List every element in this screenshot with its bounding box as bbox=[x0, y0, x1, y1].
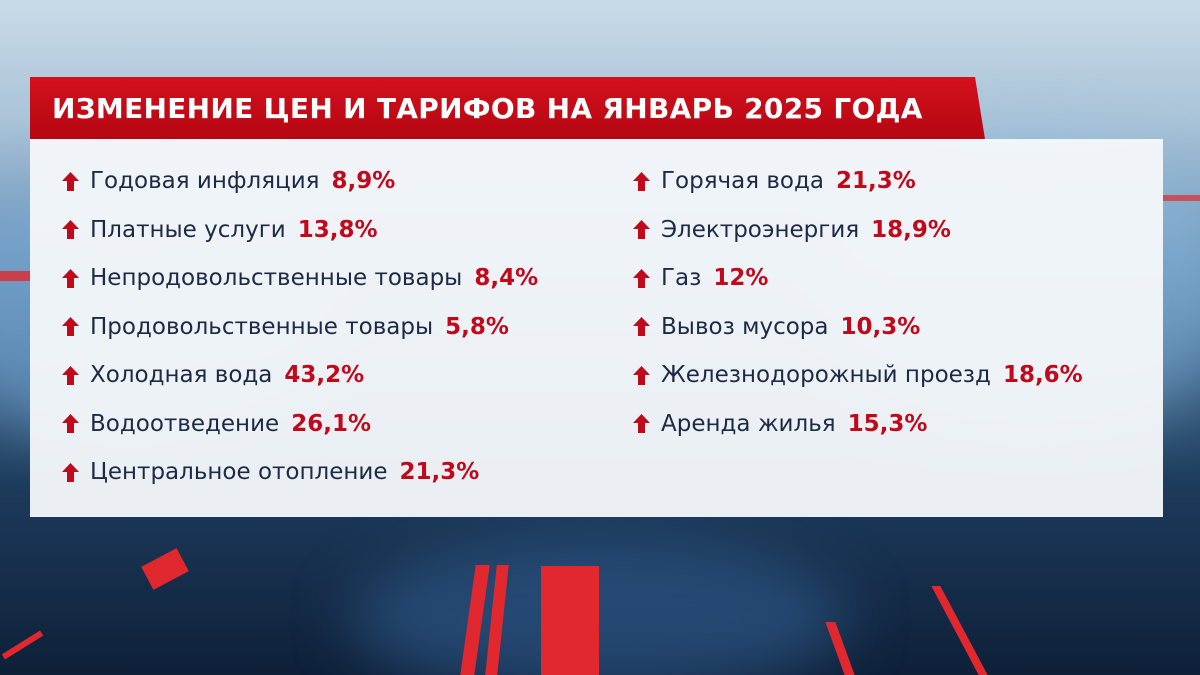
tariff-value: 26,1% bbox=[291, 410, 371, 437]
tariff-row: Непродовольственные товары 8,4% bbox=[62, 254, 538, 303]
tariff-value: 13,8% bbox=[297, 216, 378, 243]
tariff-row: Водоотведение 26,1% bbox=[62, 400, 538, 449]
tariff-label: Водоотведение bbox=[90, 410, 280, 437]
background-red-bar bbox=[1, 630, 44, 660]
background-red-bar bbox=[0, 271, 30, 281]
up-arrow-icon bbox=[633, 171, 650, 191]
tariff-label: Горячая вода bbox=[661, 168, 824, 195]
background-red-bar bbox=[1163, 195, 1200, 201]
up-arrow-icon bbox=[62, 220, 79, 240]
tariff-row: Газ 12% bbox=[633, 254, 1083, 303]
background-glow bbox=[350, 540, 850, 675]
tariff-label: Непродовольственные товары bbox=[90, 265, 463, 292]
tariff-value: 43,2% bbox=[284, 362, 365, 389]
tariff-row: Платные услуги 13,8% bbox=[62, 206, 538, 255]
right-column: Горячая вода 21,3% Электроэнергия 18,9% Газ 1… bbox=[633, 157, 1083, 448]
tariff-value: 5,8% bbox=[445, 313, 509, 340]
tariff-value: 18,9% bbox=[871, 216, 951, 243]
tariff-row: Горячая вода 21,3% bbox=[633, 157, 1083, 206]
up-arrow-icon bbox=[62, 414, 79, 434]
tariff-value: 18,6% bbox=[1002, 362, 1083, 389]
tariff-label: Вывоз мусора bbox=[661, 313, 829, 340]
tariff-label: Платные услуги bbox=[90, 216, 286, 243]
tariffs-panel: Годовая инфляция 8,9% Платные услуги 13,8% Н… bbox=[30, 139, 1163, 517]
tariff-label: Годовая инфляция bbox=[90, 168, 320, 195]
tariff-row: Центральное отопление 21,3% bbox=[62, 448, 538, 497]
title-banner: ИЗМЕНЕНИЕ ЦЕН И ТАРИФОВ НА ЯНВАРЬ 2025 Г… bbox=[30, 77, 985, 139]
up-arrow-icon bbox=[633, 268, 650, 288]
tariff-value: 10,3% bbox=[840, 313, 921, 340]
tariff-label: Аренда жилья bbox=[661, 410, 836, 437]
tariff-label: Газ bbox=[661, 265, 702, 292]
tariff-label: Железнодорожный проезд bbox=[661, 362, 991, 389]
tariff-value: 8,9% bbox=[331, 168, 396, 195]
tariff-value: 21,3% bbox=[399, 459, 480, 486]
up-arrow-icon bbox=[633, 220, 650, 240]
left-column: Годовая инфляция 8,9% Платные услуги 13,8% Н… bbox=[62, 157, 538, 497]
tariff-row: Аренда жилья 15,3% bbox=[633, 400, 1083, 449]
background-red-bar bbox=[931, 586, 988, 675]
tariff-label: Продовольственные товары bbox=[90, 313, 434, 340]
tariff-row: Годовая инфляция 8,9% bbox=[62, 157, 538, 206]
up-arrow-icon bbox=[62, 317, 79, 337]
background-red-bar bbox=[141, 548, 189, 590]
tariff-row: Холодная вода 43,2% bbox=[62, 351, 538, 400]
page-title: ИЗМЕНЕНИЕ ЦЕН И ТАРИФОВ НА ЯНВАРЬ 2025 Г… bbox=[52, 91, 923, 125]
up-arrow-icon bbox=[62, 462, 79, 482]
up-arrow-icon bbox=[62, 268, 79, 288]
tariff-label: Холодная вода bbox=[90, 362, 273, 389]
up-arrow-icon bbox=[62, 171, 79, 191]
tariff-row: Продовольственные товары 5,8% bbox=[62, 303, 538, 352]
tariff-value: 8,4% bbox=[474, 265, 539, 292]
tariff-label: Центральное отопление bbox=[90, 459, 388, 486]
tariff-label: Электроэнергия bbox=[661, 216, 860, 243]
up-arrow-icon bbox=[62, 365, 79, 385]
tariff-row: Железнодорожный проезд 18,6% bbox=[633, 351, 1083, 400]
up-arrow-icon bbox=[633, 317, 650, 337]
up-arrow-icon bbox=[633, 365, 650, 385]
tariff-row: Электроэнергия 18,9% bbox=[633, 206, 1083, 255]
tariff-value: 21,3% bbox=[836, 168, 916, 195]
background-red-bar bbox=[541, 566, 599, 675]
tariff-value: 15,3% bbox=[847, 410, 928, 437]
up-arrow-icon bbox=[633, 414, 650, 434]
tariff-row: Вывоз мусора 10,3% bbox=[633, 303, 1083, 352]
tariff-value: 12% bbox=[713, 265, 769, 292]
